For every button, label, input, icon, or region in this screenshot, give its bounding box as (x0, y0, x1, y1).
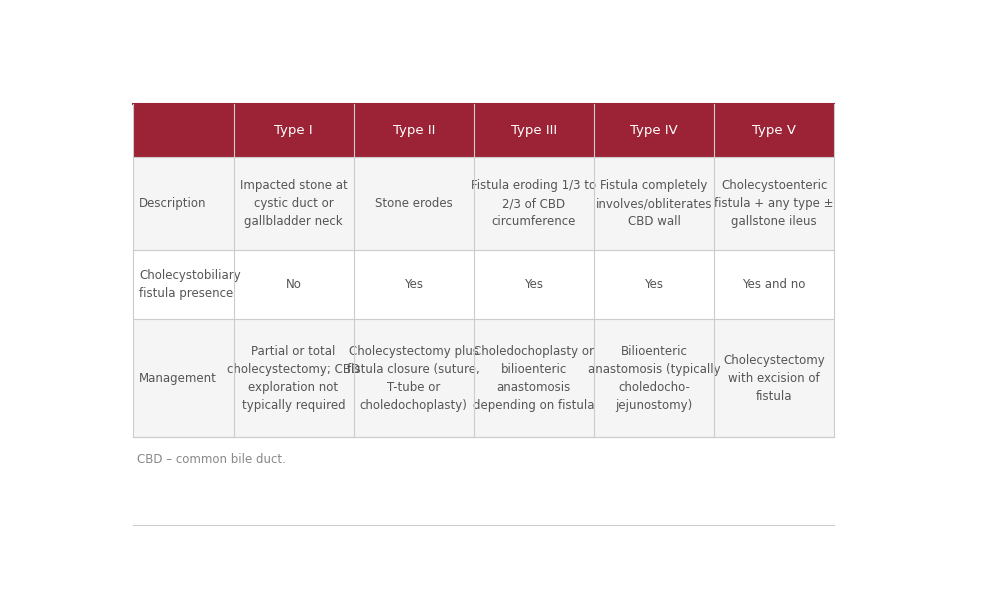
Text: Fistula completely
involves/obliterates
CBD wall: Fistula completely involves/obliterates … (596, 179, 712, 228)
Text: Cholecystobiliary
fistula presence: Cholecystobiliary fistula presence (139, 269, 241, 300)
Text: Stone erodes: Stone erodes (375, 197, 453, 210)
Text: No: No (286, 278, 302, 291)
Text: Type III: Type III (511, 124, 557, 137)
Text: Type IV: Type IV (630, 124, 678, 137)
Bar (354, 104, 474, 157)
Bar (234, 104, 354, 157)
Bar (714, 104, 834, 157)
Text: Type I: Type I (274, 124, 313, 137)
Bar (133, 319, 834, 437)
Text: Management: Management (139, 371, 217, 385)
Bar (133, 250, 834, 319)
Text: Partial or total
cholecystectomy; CBD
exploration not
typically required: Partial or total cholecystectomy; CBD ex… (227, 344, 360, 412)
Text: Yes and no: Yes and no (742, 278, 806, 291)
Text: Cholecystectomy
with excision of
fistula: Cholecystectomy with excision of fistula (723, 353, 825, 403)
Bar (594, 104, 714, 157)
Text: Fistula eroding 1/3 to
2/3 of CBD
circumference: Fistula eroding 1/3 to 2/3 of CBD circum… (471, 179, 596, 228)
Text: Cholecystoenteric
fistula + any type ±
gallstone ileus: Cholecystoenteric fistula + any type ± g… (714, 179, 834, 228)
Text: Type V: Type V (752, 124, 796, 137)
Bar (474, 104, 594, 157)
Bar (133, 104, 234, 157)
Text: Description: Description (139, 197, 206, 210)
Bar (133, 157, 834, 250)
Text: Bilioenteric
anastomosis (typically
choledocho-
jejunostomy): Bilioenteric anastomosis (typically chol… (588, 344, 720, 412)
Text: Choledochoplasty or
bilioenteric
anastomosis
depending on fistula: Choledochoplasty or bilioenteric anastom… (473, 344, 595, 412)
Text: CBD – common bile duct.: CBD – common bile duct. (137, 453, 286, 466)
Text: Impacted stone at
cystic duct or
gallbladder neck: Impacted stone at cystic duct or gallbla… (240, 179, 347, 228)
Text: Yes: Yes (404, 278, 423, 291)
Text: Yes: Yes (524, 278, 543, 291)
Text: Cholecystectomy plus
fistula closure (suture,
T-tube or
choledochoplasty): Cholecystectomy plus fistula closure (su… (347, 344, 480, 412)
Text: Yes: Yes (644, 278, 663, 291)
Text: Type II: Type II (393, 124, 435, 137)
